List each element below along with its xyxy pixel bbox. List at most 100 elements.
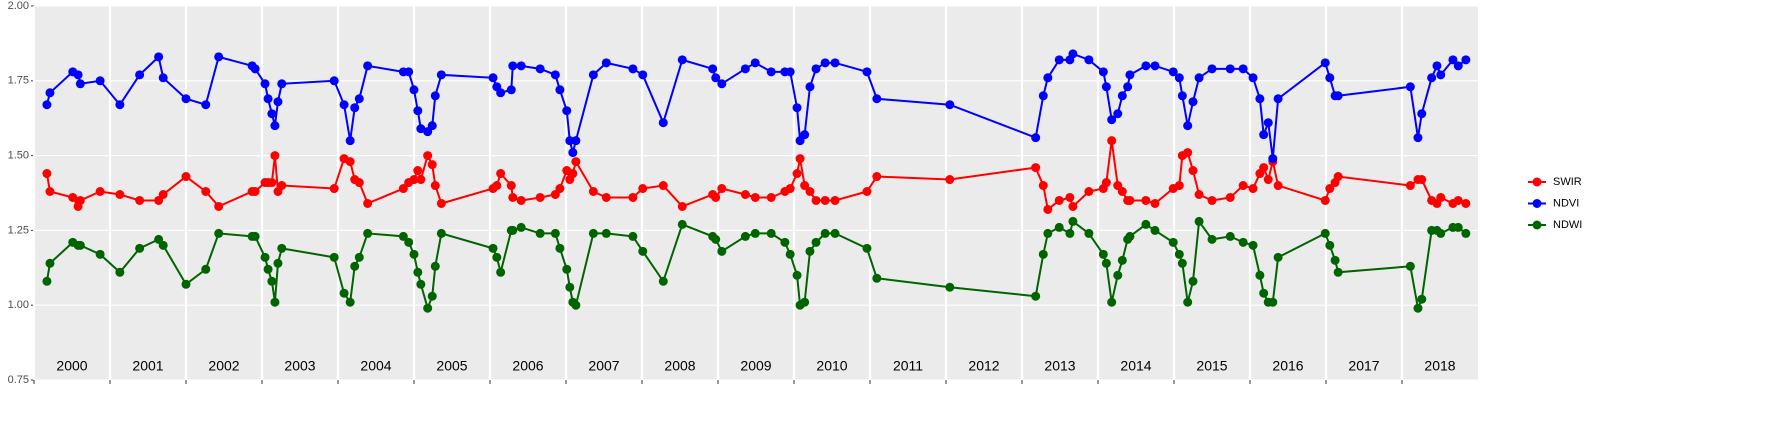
data-point xyxy=(1043,228,1053,238)
data-point xyxy=(740,64,750,74)
data-point xyxy=(423,151,433,161)
data-point xyxy=(413,267,423,277)
data-point xyxy=(1320,195,1330,205)
data-point xyxy=(1031,163,1041,173)
data-point xyxy=(45,88,55,98)
data-point xyxy=(1207,234,1217,244)
data-point xyxy=(263,264,273,274)
data-point xyxy=(1117,187,1127,197)
data-point xyxy=(628,64,638,74)
year-label: 2010 xyxy=(816,358,847,374)
data-point xyxy=(273,97,283,107)
data-point xyxy=(1238,181,1248,191)
data-point xyxy=(354,252,364,262)
data-point xyxy=(1461,228,1471,238)
data-point xyxy=(830,58,840,68)
data-point xyxy=(329,184,339,194)
data-point xyxy=(1273,181,1283,191)
data-point xyxy=(492,181,502,191)
year-label: 2009 xyxy=(740,358,771,374)
data-point xyxy=(677,201,687,211)
data-point xyxy=(181,279,191,289)
data-point xyxy=(568,148,578,158)
data-point xyxy=(398,184,408,194)
data-point xyxy=(350,261,360,271)
data-point xyxy=(201,187,211,197)
data-point xyxy=(1320,228,1330,238)
data-point xyxy=(1141,195,1151,205)
data-point xyxy=(1125,231,1135,241)
data-point xyxy=(658,181,668,191)
legend-label: NDWI xyxy=(1553,219,1582,231)
data-point xyxy=(1183,297,1193,307)
legend-key-point xyxy=(1532,177,1542,187)
data-point xyxy=(427,291,437,301)
data-point xyxy=(1168,67,1178,77)
data-point xyxy=(354,178,364,188)
data-point xyxy=(1125,195,1135,205)
data-point xyxy=(508,225,518,235)
data-point xyxy=(135,243,145,253)
y-tick-label: 1.50 xyxy=(8,150,29,162)
data-point xyxy=(488,243,498,253)
data-point xyxy=(68,192,78,202)
data-point xyxy=(436,228,446,238)
data-point xyxy=(811,237,821,247)
data-point xyxy=(628,231,638,241)
data-point xyxy=(1417,175,1427,185)
data-point xyxy=(1413,303,1423,313)
data-point xyxy=(427,160,437,170)
data-point xyxy=(1248,73,1258,83)
data-point xyxy=(550,228,560,238)
data-point xyxy=(409,175,419,185)
data-point xyxy=(1054,55,1064,65)
data-point xyxy=(571,300,581,310)
data-point xyxy=(413,166,423,176)
data-point xyxy=(181,172,191,182)
data-point xyxy=(800,297,810,307)
data-point xyxy=(1107,136,1117,146)
year-label: 2013 xyxy=(1044,358,1075,374)
data-point xyxy=(766,67,776,77)
data-point xyxy=(409,85,419,95)
data-point xyxy=(1188,276,1198,286)
data-point xyxy=(1141,61,1151,71)
data-point xyxy=(740,189,750,199)
data-point xyxy=(201,100,211,110)
data-point xyxy=(766,228,776,238)
year-label: 2015 xyxy=(1196,358,1227,374)
data-point xyxy=(638,246,648,256)
data-point xyxy=(508,61,518,71)
data-point xyxy=(496,88,506,98)
data-point xyxy=(350,103,360,113)
data-point xyxy=(1043,73,1053,83)
data-point xyxy=(158,240,168,250)
data-point xyxy=(506,85,516,95)
data-point xyxy=(872,94,882,104)
data-point xyxy=(601,192,611,202)
data-point xyxy=(588,228,598,238)
data-point xyxy=(792,270,802,280)
data-point xyxy=(750,192,760,202)
data-point xyxy=(1436,70,1446,80)
data-point xyxy=(1453,222,1463,232)
data-point xyxy=(158,73,168,83)
data-point xyxy=(785,67,795,77)
data-point xyxy=(872,172,882,182)
data-point xyxy=(1273,252,1283,262)
data-point xyxy=(423,303,433,313)
data-point xyxy=(1098,249,1108,259)
data-point xyxy=(250,187,260,197)
data-point xyxy=(588,187,598,197)
data-point xyxy=(250,64,260,74)
data-point xyxy=(1065,228,1075,238)
data-point xyxy=(1330,255,1340,265)
data-point xyxy=(436,70,446,80)
data-point xyxy=(1117,91,1127,101)
data-point xyxy=(1107,115,1117,125)
year-label: 2016 xyxy=(1272,358,1303,374)
data-point xyxy=(430,261,440,271)
data-point xyxy=(945,100,955,110)
data-point xyxy=(658,276,668,286)
data-point xyxy=(516,61,526,71)
